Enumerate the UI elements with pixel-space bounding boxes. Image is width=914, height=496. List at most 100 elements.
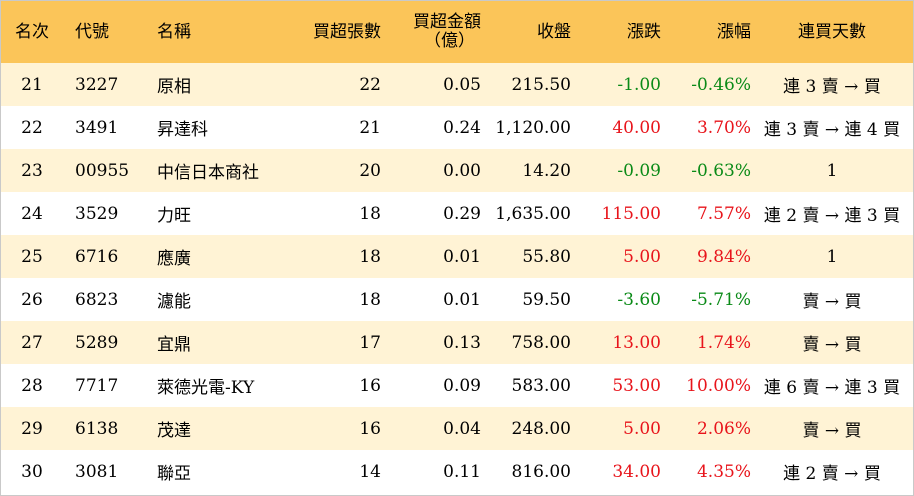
cell-code: 6138 [75,418,119,439]
cell-days: 連 2 賣 → 連 3 買 [763,206,901,226]
header-amount-line1: 買超金額 [413,12,481,32]
table-row: 27 5289 宜鼎 17 0.13 758.00 13.00 1.74% 賣 → 買 [1,321,913,364]
cell-pct: 2.06% [696,418,751,439]
cell-name: 原相 [157,77,191,97]
table-row: 29 6138 茂達 16 0.04 248.00 5.00 2.06% 賣 → 買 [1,407,913,450]
cell-change: -0.09 [617,160,661,181]
cell-code: 5289 [75,332,119,353]
cell-code: 3491 [75,117,119,138]
table-header: 名次 代號 名稱 買超張數 買超金額 （億） 收盤 漲跌 漲幅 連買天數 [1,1,913,63]
cell-pct: 4.35% [696,461,751,482]
cell-pct: 9.84% [696,246,751,267]
header-rank: 名次 [15,21,49,42]
cell-days: 賣 → 買 [802,292,862,312]
cell-change: 5.00 [623,246,661,267]
cell-rank: 29 [21,418,43,439]
header-amount: 買超金額 （億） [381,1,481,63]
cell-volume: 17 [359,332,381,353]
cell-amount: 0.29 [443,203,481,224]
cell-code: 3227 [75,74,119,95]
cell-rank: 30 [21,461,43,482]
cell-pct: -0.46% [691,74,751,95]
cell-amount: 0.00 [443,160,481,181]
cell-code: 3529 [75,203,119,224]
table-body: 21 3227 原相 22 0.05 215.50 -1.00 -0.46% 連 3 賣 → 買… [1,63,913,493]
cell-close: 1,635.00 [495,203,571,224]
cell-volume: 16 [359,375,381,396]
cell-pct: -5.71% [691,289,751,310]
cell-days: 1 [826,160,838,181]
cell-volume: 16 [359,418,381,439]
cell-name: 宜鼎 [157,335,191,355]
cell-name: 中信日本商社 [157,163,259,183]
cell-rank: 23 [21,160,43,181]
table-row: 21 3227 原相 22 0.05 215.50 -1.00 -0.46% 連 3 賣 → 買 [1,63,913,106]
cell-close: 14.20 [522,160,571,181]
header-close: 收盤 [537,21,571,42]
cell-close: 59.50 [522,289,571,310]
header-days: 連買天數 [798,21,866,42]
cell-change: -1.00 [617,74,661,95]
cell-amount: 0.24 [443,117,481,138]
table-row: 26 6823 濾能 18 0.01 59.50 -3.60 -5.71% 賣 → 買 [1,278,913,321]
cell-days: 連 3 賣 → 連 4 買 [763,120,901,140]
cell-name: 力旺 [157,206,191,226]
cell-amount: 0.09 [443,375,481,396]
table-row: 24 3529 力旺 18 0.29 1,635.00 115.00 7.57% 連 2 賣 →… [1,192,913,235]
cell-close: 758.00 [511,332,571,353]
header-code: 代號 [75,21,109,42]
cell-pct: 10.00% [686,375,751,396]
cell-change: 53.00 [612,375,661,396]
cell-code: 3081 [75,461,119,482]
cell-change: 5.00 [623,418,661,439]
cell-days: 連 3 賣 → 買 [783,77,881,97]
cell-days: 賣 → 買 [802,335,862,355]
cell-close: 583.00 [511,375,571,396]
cell-pct: 1.74% [696,332,751,353]
header-change: 漲跌 [627,21,661,42]
cell-rank: 24 [21,203,43,224]
table-row: 22 3491 昇達科 21 0.24 1,120.00 40.00 3.70% 連 3 賣 →… [1,106,913,149]
cell-amount: 0.05 [443,74,481,95]
cell-name: 茂達 [157,421,191,441]
cell-change: 40.00 [612,117,661,138]
cell-volume: 22 [359,74,381,95]
cell-code: 00955 [75,160,130,181]
cell-close: 55.80 [522,246,571,267]
cell-close: 248.00 [511,418,571,439]
header-row: 名次 代號 名稱 買超張數 買超金額 （億） 收盤 漲跌 漲幅 連買天數 [1,1,913,63]
cell-amount: 0.01 [443,289,481,310]
cell-close: 1,120.00 [495,117,571,138]
table-row: 30 3081 聯亞 14 0.11 816.00 34.00 4.35% 連 2 賣 → 買 [1,450,913,493]
cell-name: 萊德光電-KY [157,378,255,398]
cell-amount: 0.11 [443,461,481,482]
cell-days: 連 6 賣 → 連 3 買 [763,378,901,398]
cell-name: 昇達科 [157,120,208,140]
cell-rank: 25 [21,246,43,267]
cell-pct: 3.70% [696,117,751,138]
cell-days: 連 2 賣 → 買 [783,464,881,484]
table-row: 28 7717 萊德光電-KY 16 0.09 583.00 53.00 10.00% 連 6 … [1,364,913,407]
header-volume: 買超張數 [313,21,381,42]
cell-code: 7717 [75,375,119,396]
cell-amount: 0.13 [443,332,481,353]
header-name: 名稱 [157,21,191,42]
cell-rank: 26 [21,289,43,310]
cell-close: 215.50 [511,74,571,95]
table-row: 25 6716 應廣 18 0.01 55.80 5.00 9.84% 1 [1,235,913,278]
header-pct: 漲幅 [717,21,751,42]
cell-name: 濾能 [157,292,191,312]
cell-days: 賣 → 買 [802,421,862,441]
cell-change: -3.60 [617,289,661,310]
cell-rank: 27 [21,332,43,353]
cell-name: 應廣 [157,249,191,269]
cell-pct: -0.63% [691,160,751,181]
cell-change: 13.00 [612,332,661,353]
table-row: 23 00955 中信日本商社 20 0.00 14.20 -0.09 -0.63% 1 [1,149,913,192]
cell-rank: 21 [21,74,43,95]
cell-amount: 0.04 [443,418,481,439]
cell-close: 816.00 [511,461,571,482]
cell-pct: 7.57% [696,203,751,224]
